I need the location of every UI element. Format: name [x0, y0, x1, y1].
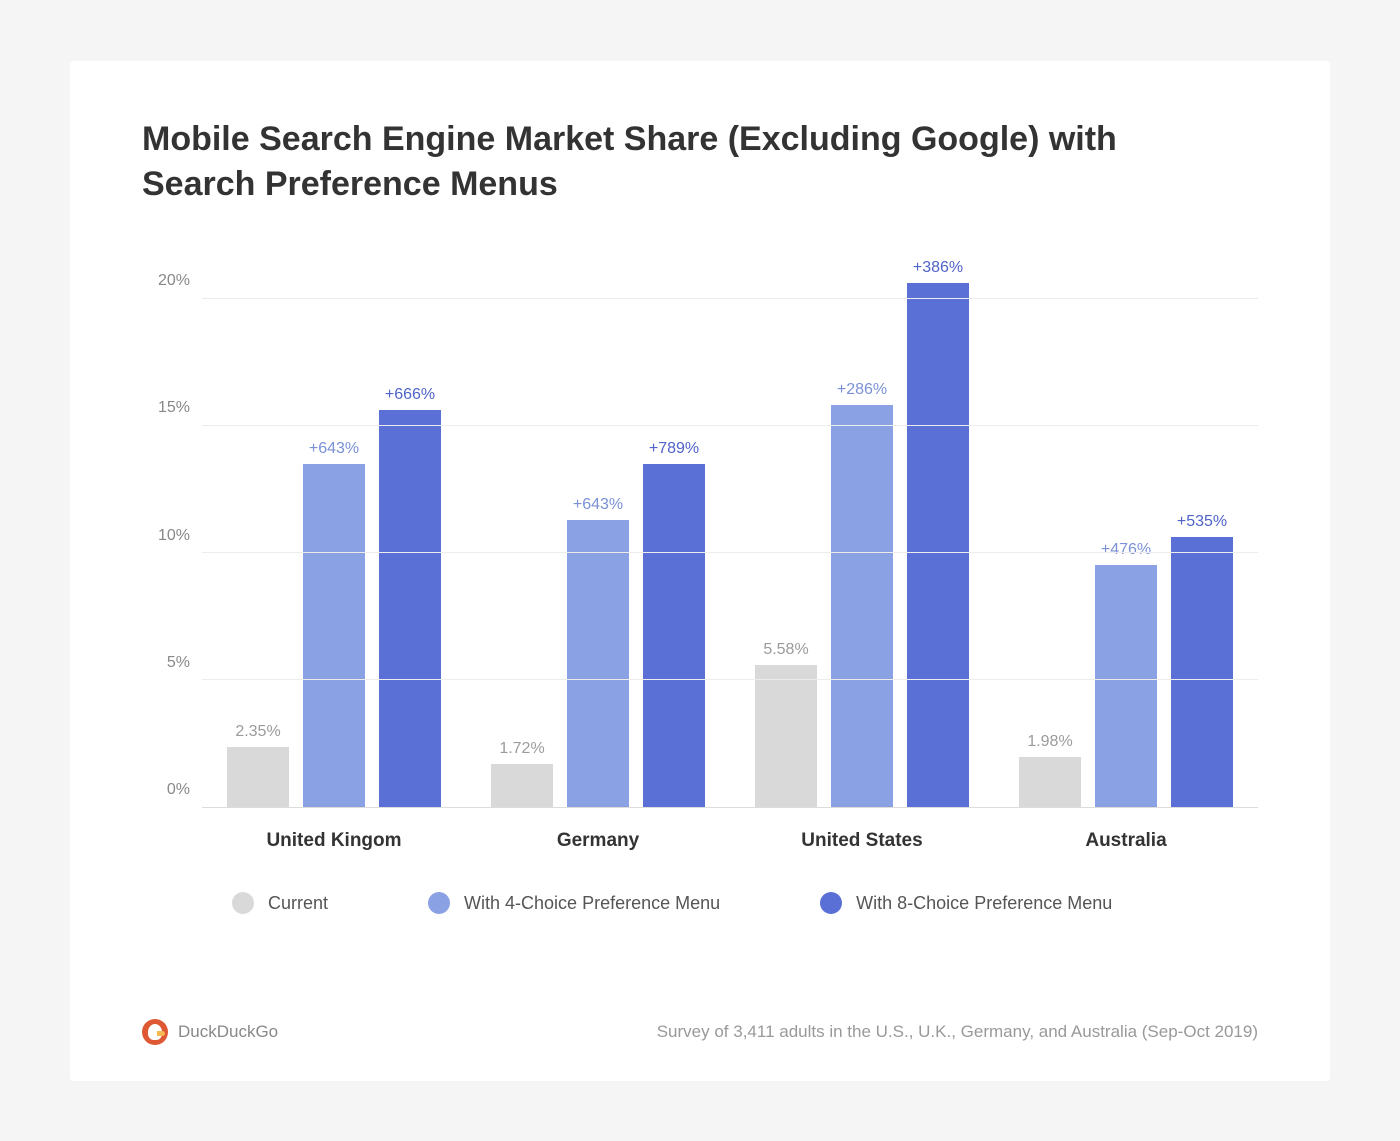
gridline	[202, 425, 1258, 426]
bar-group: 1.72% +643% +789%	[491, 440, 705, 808]
bar: +789%	[643, 440, 705, 808]
bar: 2.35%	[227, 723, 289, 807]
chart-title: Mobile Search Engine Market Share (Exclu…	[142, 117, 1142, 209]
bar-value-label: +286%	[837, 381, 887, 399]
bar: +286%	[831, 381, 893, 807]
legend-item: With 8-Choice Preference Menu	[820, 892, 1112, 914]
legend-label: With 4-Choice Preference Menu	[464, 893, 720, 914]
attribution-text: Survey of 3,411 adults in the U.S., U.K.…	[657, 1022, 1258, 1042]
bar-value-label: +386%	[913, 259, 963, 277]
bar-value-label: 5.58%	[763, 641, 808, 659]
x-axis-labels: United Kingom Germany United States Austral…	[202, 830, 1258, 852]
legend-item: With 4-Choice Preference Menu	[428, 892, 720, 914]
bar-value-label: +643%	[573, 496, 623, 514]
legend-swatch	[820, 892, 842, 914]
brand-name: DuckDuckGo	[178, 1022, 278, 1042]
x-axis-label: Australia	[1006, 830, 1246, 852]
bar-groups: 2.35% +643% +666% 1.72% +643% +789% 5.58% +286%…	[202, 248, 1258, 807]
chart-area: 0% 5% 10% 15% 20% 2.35% +643% +666% 1.72% +643% +…	[142, 248, 1258, 988]
bar-value-label: 1.98%	[1027, 733, 1072, 751]
bar-value-label: +476%	[1101, 541, 1151, 559]
bar-rect	[227, 747, 289, 807]
legend-item: Current	[232, 892, 328, 914]
plot-body: 2.35% +643% +666% 1.72% +643% +789% 5.58% +286%…	[202, 248, 1258, 808]
bar-value-label: +789%	[649, 440, 699, 458]
bar-rect	[755, 665, 817, 807]
bar-group: 2.35% +643% +666%	[227, 386, 441, 807]
bar-value-label: +666%	[385, 386, 435, 404]
bar-rect	[567, 520, 629, 808]
duckduckgo-icon	[142, 1019, 168, 1045]
footer: DuckDuckGo Survey of 3,411 adults in the…	[142, 989, 1258, 1045]
bar-rect	[643, 464, 705, 808]
y-tick: 0%	[167, 781, 190, 799]
bar: +476%	[1095, 541, 1157, 807]
gridline	[202, 552, 1258, 553]
gridline	[202, 298, 1258, 299]
gridline	[202, 679, 1258, 680]
y-axis: 0% 5% 10% 15% 20%	[142, 248, 202, 808]
plot: 0% 5% 10% 15% 20% 2.35% +643% +666% 1.72% +643% +…	[142, 248, 1258, 808]
y-tick: 5%	[167, 654, 190, 672]
legend: Current With 4-Choice Preference Menu With…	[232, 892, 1258, 914]
bar: +643%	[303, 440, 365, 808]
bar-rect	[831, 405, 893, 807]
bar-rect	[491, 764, 553, 808]
bar: 1.72%	[491, 740, 553, 808]
x-axis-label: Germany	[478, 830, 718, 852]
bar-value-label: +535%	[1177, 513, 1227, 531]
bar-rect	[1171, 537, 1233, 807]
y-tick: 20%	[158, 272, 190, 290]
brand: DuckDuckGo	[142, 1019, 278, 1045]
y-tick: 10%	[158, 527, 190, 545]
legend-label: Current	[268, 893, 328, 914]
bar-rect	[379, 410, 441, 807]
bar: +643%	[567, 496, 629, 808]
legend-label: With 8-Choice Preference Menu	[856, 893, 1112, 914]
bar: 1.98%	[1019, 733, 1081, 807]
bar-value-label: 1.72%	[499, 740, 544, 758]
bar: +535%	[1171, 513, 1233, 807]
bar-group: 5.58% +286% +386%	[755, 259, 969, 807]
legend-swatch	[428, 892, 450, 914]
bar-group: 1.98% +476% +535%	[1019, 513, 1233, 807]
y-tick: 15%	[158, 399, 190, 417]
bar: 5.58%	[755, 641, 817, 807]
legend-swatch	[232, 892, 254, 914]
bar-rect	[1095, 565, 1157, 807]
bar-value-label: +643%	[309, 440, 359, 458]
chart-card: Mobile Search Engine Market Share (Exclu…	[70, 61, 1330, 1081]
x-axis-label: United States	[742, 830, 982, 852]
bar-rect	[303, 464, 365, 808]
bar-rect	[1019, 757, 1081, 807]
bar-value-label: 2.35%	[235, 723, 280, 741]
bar: +386%	[907, 259, 969, 807]
x-axis-label: United Kingom	[214, 830, 454, 852]
bar-rect	[907, 283, 969, 807]
bar: +666%	[379, 386, 441, 807]
